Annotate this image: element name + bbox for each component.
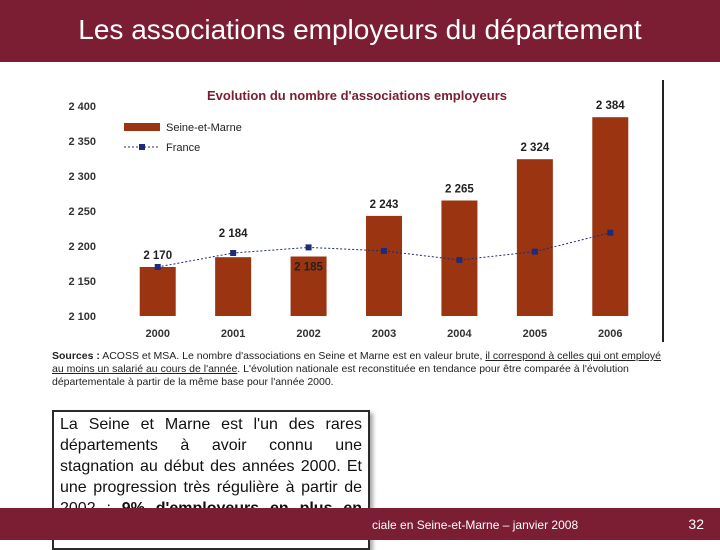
data-label: 2 243 <box>370 199 399 211</box>
slide-footer: ciale en Seine-et-Marne – janvier 2008 3… <box>0 508 720 540</box>
x-tick-label: 2000 <box>145 328 169 340</box>
x-tick-label: 2001 <box>221 328 245 340</box>
x-tick-label: 2002 <box>296 328 320 340</box>
sources-text-underlined: il correspond à celles qui ont employé a… <box>52 350 662 375</box>
data-label: 2 184 <box>219 228 248 240</box>
x-tick-label: 2005 <box>523 328 547 340</box>
sources-text-a: ACOSS et MSA. Le nombre d'associations e… <box>99 350 486 362</box>
data-label: 2 170 <box>143 250 172 262</box>
y-tick-label: 2 400 <box>68 101 96 113</box>
france-marker <box>607 229 614 236</box>
chart-frame: Evolution du nombre d'associations emplo… <box>52 80 664 342</box>
data-label: 2 324 <box>520 142 549 154</box>
chart-title: Evolution du nombre d'associations emplo… <box>207 88 507 103</box>
bar <box>290 256 327 316</box>
x-tick-label: 2003 <box>372 328 396 340</box>
legend-label-france: France <box>166 142 200 154</box>
x-tick-label: 2006 <box>598 328 622 340</box>
y-tick-label: 2 350 <box>68 136 96 148</box>
bar-line-chart: Evolution du nombre d'associations emplo… <box>68 88 629 340</box>
legend-label-seine-et-marne: Seine-et-Marne <box>166 122 242 134</box>
bar <box>592 117 629 316</box>
sources-label: Sources : <box>52 350 100 362</box>
y-tick-label: 2 100 <box>68 311 96 323</box>
france-marker <box>381 247 387 254</box>
sources-note: Sources : ACOSS et MSA. Le nombre d'asso… <box>52 350 662 389</box>
legend-swatch-bar <box>124 123 160 131</box>
y-tick-label: 2 300 <box>68 171 96 183</box>
france-marker <box>154 264 161 270</box>
bar <box>516 159 553 316</box>
x-tick-label: 2004 <box>447 328 472 340</box>
y-tick-label: 2 150 <box>68 276 96 288</box>
sources-text-b: . L'évolution nationale est reconstituée… <box>52 363 629 388</box>
slide-title: Les associations employeurs du départeme… <box>78 14 642 45</box>
data-label: 2 384 <box>596 100 625 112</box>
data-label: 2 265 <box>445 184 474 196</box>
y-tick-label: 2 200 <box>68 241 96 253</box>
france-marker <box>230 250 237 256</box>
slide-header: Les associations employeurs du départeme… <box>0 0 720 62</box>
footer-text: ciale en Seine-et-Marne – janvier 2008 <box>372 518 579 532</box>
bar <box>139 267 176 316</box>
legend-marker-france <box>139 144 145 150</box>
france-marker <box>531 248 538 255</box>
page-number: 32 <box>688 516 704 532</box>
bar <box>215 257 252 316</box>
data-label: 2 185 <box>294 262 323 274</box>
france-marker <box>456 257 463 263</box>
france-marker <box>305 244 312 251</box>
y-tick-label: 2 250 <box>68 206 96 218</box>
bar <box>366 215 402 316</box>
callout-text: La Seine et Marne est l'un des rares dép… <box>60 416 362 517</box>
